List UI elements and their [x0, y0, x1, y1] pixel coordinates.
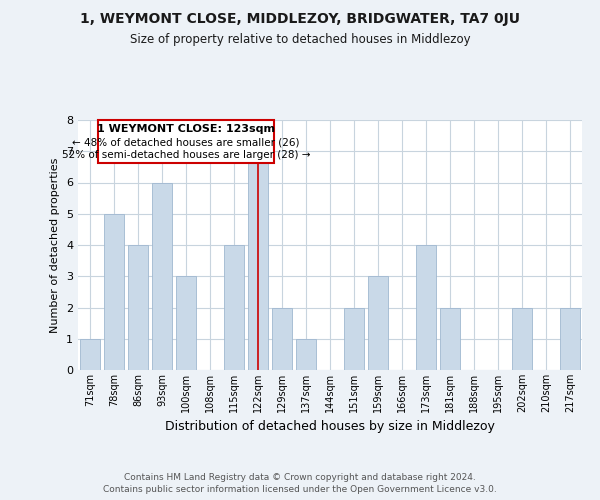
Bar [368, 276, 388, 370]
FancyBboxPatch shape [98, 120, 274, 163]
Bar [128, 245, 148, 370]
Text: Size of property relative to detached houses in Middlezoy: Size of property relative to detached ho… [130, 32, 470, 46]
Bar [344, 308, 364, 370]
Text: 1 WEYMONT CLOSE: 123sqm: 1 WEYMONT CLOSE: 123sqm [97, 124, 275, 134]
Bar [512, 308, 532, 370]
Bar [440, 308, 460, 370]
Bar [272, 308, 292, 370]
Bar [104, 214, 124, 370]
X-axis label: Distribution of detached houses by size in Middlezoy: Distribution of detached houses by size … [165, 420, 495, 434]
Text: ← 48% of detached houses are smaller (26): ← 48% of detached houses are smaller (26… [72, 138, 300, 147]
Y-axis label: Number of detached properties: Number of detached properties [50, 158, 61, 332]
Bar [560, 308, 580, 370]
Text: Contains HM Land Registry data © Crown copyright and database right 2024.: Contains HM Land Registry data © Crown c… [124, 472, 476, 482]
Bar [152, 182, 172, 370]
Bar [80, 339, 100, 370]
Bar [248, 151, 268, 370]
Bar [296, 339, 316, 370]
Text: 52% of semi-detached houses are larger (28) →: 52% of semi-detached houses are larger (… [62, 150, 310, 160]
Bar [416, 245, 436, 370]
Bar [176, 276, 196, 370]
Text: Contains public sector information licensed under the Open Government Licence v3: Contains public sector information licen… [103, 485, 497, 494]
Bar [224, 245, 244, 370]
Text: 1, WEYMONT CLOSE, MIDDLEZOY, BRIDGWATER, TA7 0JU: 1, WEYMONT CLOSE, MIDDLEZOY, BRIDGWATER,… [80, 12, 520, 26]
